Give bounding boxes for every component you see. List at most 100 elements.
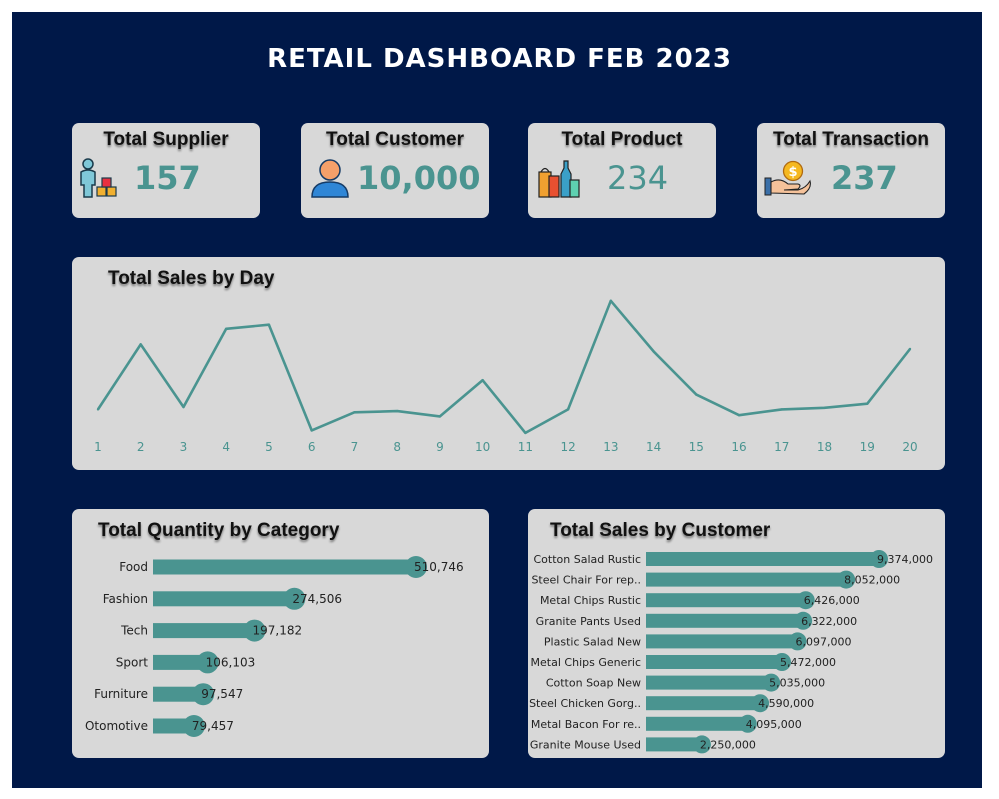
kpi-label: Total Product [561,129,683,150]
sales-by-day-chart: 1 2 3 4 5 6 7 8 9 10 11 12 13 14 15 16 17 18 19 20 [94,299,918,454]
x-tick-label: 10 [475,440,490,454]
category-label: Furniture [94,687,148,701]
value-label: 106,103 [206,655,256,669]
value-label: 4,590,000 [758,697,814,710]
x-tick-label: 3 [180,440,188,454]
x-tick-label: 13 [603,440,618,454]
quantity-by-category-chart: Food 510,746 Fashion 274,506 Tech 197,182 Spor… [85,556,464,737]
transaction-icon: $ [764,160,811,196]
kpi-value: 10,000 [357,159,481,197]
x-tick-label: 2 [137,440,145,454]
x-tick-label: 4 [222,440,230,454]
kpi-card-supplier: Total Supplier 157 [72,123,260,218]
value-label: 8,052,000 [844,574,900,587]
bar [646,655,783,669]
category-label: Metal Bacon For re.. [531,718,641,731]
bar [646,716,748,731]
category-chart-title: Total Quantity by Category [98,520,340,541]
kpi-label: Total Customer [326,129,464,150]
x-tick-label: 1 [94,440,102,454]
x-tick-label: 8 [393,440,401,454]
line-point [566,408,570,411]
kpi-card-customer: Total Customer 10,000 [301,123,489,218]
kpi-value: 157 [134,159,201,197]
bar-end-dot [762,673,781,692]
category-label: Tech [120,624,148,638]
category-label: Otomotive [85,719,148,733]
line-point [737,413,741,417]
sales-by-customer-panel: Total Sales by Customer Cotton Salad Rus… [528,509,945,758]
value-label: 6,097,000 [796,635,852,648]
bar-end-dot [837,570,856,589]
dashboard-title: RETAIL DASHBOARD FEB 2023 [267,44,732,74]
x-tick-label: 15 [689,440,704,454]
sales-by-customer-chart: Cotton Salad Rustic 9,374,000 Steel Chair … [529,550,933,754]
x-tick-label: 9 [436,440,444,454]
bar [646,572,847,587]
line-point [395,409,399,413]
bar [646,696,761,711]
x-tick-label: 12 [560,440,575,454]
quantity-by-category-panel: Total Quantity by Category Food 510,746 Fa… [72,509,489,758]
category-label: Steel Chicken Gorg.. [529,697,641,710]
bar-end-dot [196,651,219,674]
line-point [139,343,142,346]
bar-end-dot [870,550,888,568]
kpi-value: 234 [607,159,669,197]
bar-end-dot [182,715,205,737]
value-label: 5,035,000 [769,677,825,690]
category-label: Granite Mouse Used [530,738,641,751]
kpi-card-product: Total Product 234 [528,123,716,218]
line-point [908,347,912,351]
line-point [780,408,783,411]
category-label: Steel Chair For rep.. [531,574,641,587]
bar [646,737,702,752]
x-tick-label: 6 [308,440,316,454]
category-label: Fashion [103,592,148,606]
value-label: 6,426,000 [804,594,860,607]
category-label: Cotton Salad Rustic [533,553,641,566]
x-tick-label: 17 [774,440,789,454]
bar [153,559,416,575]
value-label: 97,547 [201,687,243,701]
bar-end-dot [243,619,266,642]
bar [153,591,295,607]
line-point [866,402,869,405]
svg-text:$: $ [788,165,797,180]
bar [153,686,204,702]
bar-end-dot [283,587,306,610]
bar-end-dot [692,735,711,754]
sales-by-day-panel: Total Sales by Day 1 2 3 4 5 6 7 8 9 10 11 12 13 14 15… [72,257,945,470]
bar [646,634,798,649]
bar [646,593,806,608]
kpi-label: Total Transaction [773,129,929,150]
line-point [438,415,442,418]
line-point [225,327,228,330]
value-label: 2,250,000 [700,738,756,751]
x-tick-label: 18 [817,440,832,454]
customer-icon [311,159,349,198]
line-chart-title: Total Sales by Day [108,268,275,289]
value-label: 197,182 [253,624,303,638]
kpi-label: Total Supplier [103,129,229,150]
bar-end-dot [794,611,813,630]
value-label: 510,746 [414,560,464,574]
category-label: Sport [116,655,149,669]
bar [646,552,879,566]
x-tick-label: 11 [518,440,533,454]
bar [646,675,772,690]
sales-line [96,299,912,435]
value-label: 274,506 [292,592,342,606]
line-point [823,406,826,409]
line-point [652,350,655,353]
value-label: 6,322,000 [801,615,857,628]
line-point [310,429,313,432]
bar-end-dot [751,694,770,713]
value-label: 5,472,000 [780,656,836,669]
x-tick-label: 19 [860,440,875,454]
line-point [609,299,613,303]
supplier-icon [80,158,117,198]
kpi-card-transaction: Total Transaction $ 237 [757,123,945,218]
bar-end-dot [773,653,792,671]
line-point [267,323,271,326]
